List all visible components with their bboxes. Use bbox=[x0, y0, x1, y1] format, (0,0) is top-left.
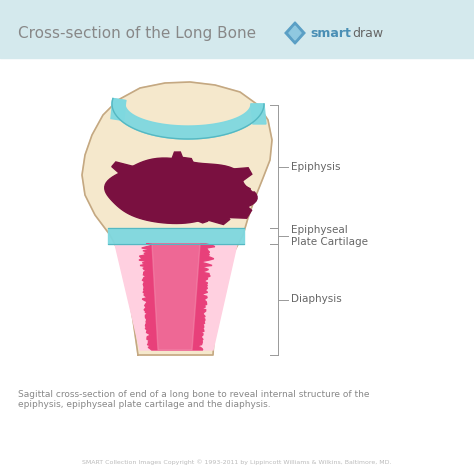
Polygon shape bbox=[228, 178, 250, 207]
Polygon shape bbox=[172, 157, 198, 172]
Polygon shape bbox=[199, 201, 230, 225]
Polygon shape bbox=[115, 244, 237, 350]
Text: Epiphyseal
Plate Cartilage: Epiphyseal Plate Cartilage bbox=[291, 225, 368, 247]
Polygon shape bbox=[112, 99, 264, 139]
Polygon shape bbox=[82, 82, 272, 355]
Text: Diaphysis: Diaphysis bbox=[291, 294, 342, 304]
Polygon shape bbox=[168, 152, 187, 170]
Text: Cross-section of the Long Bone: Cross-section of the Long Bone bbox=[18, 26, 256, 40]
Polygon shape bbox=[152, 244, 200, 350]
Polygon shape bbox=[139, 244, 215, 350]
Text: smart: smart bbox=[310, 27, 351, 39]
Text: SMART Collection Images Copyright © 1993-2011 by Lippincott Williams & Wilkins, : SMART Collection Images Copyright © 1993… bbox=[82, 459, 392, 465]
Polygon shape bbox=[215, 168, 252, 192]
Text: Sagittal cross-section of end of a long bone to reveal internal structure of the: Sagittal cross-section of end of a long … bbox=[18, 390, 370, 410]
Polygon shape bbox=[285, 22, 305, 44]
Polygon shape bbox=[105, 158, 257, 223]
Polygon shape bbox=[111, 99, 126, 120]
Text: Epiphysis: Epiphysis bbox=[291, 162, 340, 172]
Bar bbox=[0, 0, 474, 58]
Polygon shape bbox=[251, 104, 266, 124]
Text: draw: draw bbox=[352, 27, 383, 39]
Polygon shape bbox=[112, 162, 146, 185]
Polygon shape bbox=[185, 210, 208, 223]
Polygon shape bbox=[212, 191, 252, 218]
Polygon shape bbox=[289, 26, 301, 40]
Polygon shape bbox=[108, 228, 244, 244]
